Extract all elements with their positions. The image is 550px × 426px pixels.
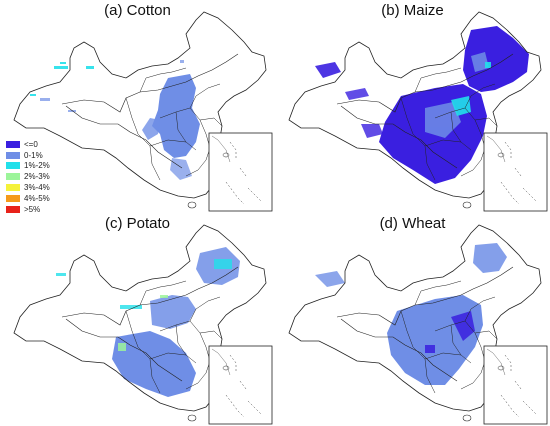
map-wheat	[288, 224, 548, 425]
map-panel-wheat: (d) Wheat	[275, 213, 550, 426]
legend-label: 2%-3%	[24, 172, 50, 182]
legend-item: <=0	[6, 139, 50, 150]
panel-title-maize: (b) Maize	[381, 2, 444, 19]
legend-swatch	[6, 194, 20, 202]
legend-label: 4%-5%	[24, 193, 50, 203]
legend-swatch	[6, 205, 20, 213]
legend-item: 4%-5%	[6, 193, 50, 204]
legend-label: 1%-2%	[24, 161, 50, 171]
legend-item: 1%-2%	[6, 161, 50, 172]
map-legend: <=0 0-1% 1%-2% 2%-3% 3%-4% 4%-5% >5%	[6, 139, 50, 215]
legend-item: 2%-3%	[6, 171, 50, 182]
legend-swatch	[6, 162, 20, 170]
legend-label: 0-1%	[24, 150, 43, 160]
map-panel-maize: (b) Maize	[275, 0, 550, 213]
map-potato	[13, 224, 273, 425]
legend-label: 3%-4%	[24, 183, 50, 193]
legend-label: <=0	[24, 139, 38, 149]
map-cotton	[13, 11, 273, 212]
legend-item: >5%	[6, 204, 50, 215]
panel-title-potato: (c) Potato	[104, 215, 171, 232]
legend-item: 3%-4%	[6, 182, 50, 193]
panel-title-cotton: (a) Cotton	[104, 2, 171, 19]
legend-swatch	[6, 173, 20, 181]
legend-swatch	[6, 140, 20, 148]
map-panel-potato: (c) Potato	[0, 213, 275, 426]
map-panel-cotton: (a) Cotton	[0, 0, 275, 213]
legend-item: 0-1%	[6, 150, 50, 161]
legend-label: >5%	[24, 204, 41, 214]
panel-title-wheat: (d) Wheat	[379, 215, 446, 232]
legend-swatch	[6, 184, 20, 192]
map-maize	[288, 11, 548, 212]
legend-swatch	[6, 151, 20, 159]
